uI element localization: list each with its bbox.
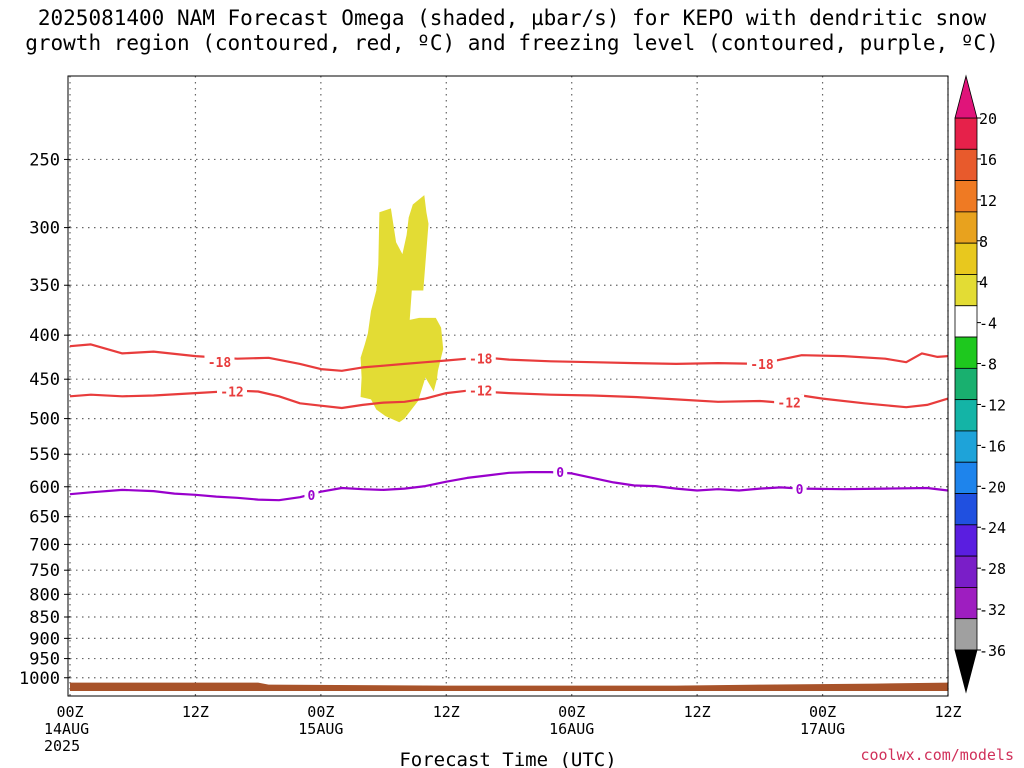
contour-label-background [774,394,805,410]
x-tick-label: 00Z [558,703,585,721]
colorbar-label: -24 [979,519,1006,537]
y-tick-label: 750 [29,561,60,581]
colorbar-band [954,367,978,401]
x-tick-label: 00Z [56,703,83,721]
colorbar-label: -20 [979,478,1006,496]
colorbar-label: 8 [979,233,988,251]
colorbar-band [954,274,978,307]
omega-shading [360,195,444,423]
colorbar-band [954,117,978,150]
contour-label: -12 [220,385,243,400]
colorbar-label: -12 [979,396,1006,414]
colorbar-label: -32 [979,601,1006,619]
contour-label: -18 [469,353,493,368]
y-tick-label: 700 [29,535,60,555]
y-tick-label: 500 [29,410,60,430]
x-tick-label: 2025 [44,737,80,755]
contour-label: -18 [750,358,774,373]
colorbar-label: -8 [979,356,997,374]
omega-shaded-region [360,195,444,423]
colorbar-band [954,524,978,557]
y-tick-label: 900 [29,629,60,649]
colorbar-label: 4 [979,274,988,292]
y-tick-label: 400 [29,326,60,346]
contour-line [69,343,949,372]
y-tick-label: 450 [29,370,60,390]
chart-title-line-2: growth region (contoured, red, ºC) and f… [25,31,999,55]
contour-label-background [553,464,568,480]
y-axis-tick-labels: 2503003504004505005506006507007508008509… [19,150,70,689]
contour-label-background [465,350,496,366]
contour-label: 0 [308,489,316,504]
x-tick-label: 12Z [684,703,711,721]
x-tick-label: 12Z [934,703,961,721]
colorbar-label: -16 [979,437,1006,455]
x-tick-label: 12Z [182,703,209,721]
colorbar-band [954,336,978,369]
colorbar-label: -4 [979,315,997,333]
colorbar-top-arrow [954,74,978,119]
y-tick-label: 550 [29,445,60,465]
colorbar-band [954,399,978,432]
ground-layer [70,682,948,691]
colorbar-band [954,211,978,244]
contour-line [69,471,949,502]
colorbar: 20 16 12 8 4 -4 -8 -12 -16 -20 -24 -28 -32 -36 [954,74,1006,694]
y-tick-label: 650 [29,508,60,528]
y-tick-label: 850 [29,608,60,628]
y-tick-label: 300 [29,219,60,239]
x-tick-label: 00Z [307,703,334,721]
y-tick-label: 800 [29,585,60,605]
source-credit: coolwx.com/models [860,746,1014,764]
colorbar-bottom-arrow [954,649,978,694]
contour-label: -12 [777,397,800,412]
contour-label-background [792,481,807,497]
colorbar-band [954,180,978,213]
colorbar-band [954,555,978,588]
colorbar-band [954,587,978,620]
contour-line [69,389,949,410]
x-tick-label: 15AUG [298,720,343,738]
colorbar-band [954,618,978,651]
x-tick-label: 12Z [433,703,460,721]
contour-label-background [746,355,777,371]
contour-label: 0 [796,483,804,498]
y-tick-label: 350 [29,276,60,296]
y-tick-label: 950 [29,650,60,670]
contour-label: 0 [556,466,564,481]
colorbar-band [954,148,978,181]
colorbar-band [954,430,978,463]
colorbar-label: -36 [979,642,1006,660]
x-tick-label: 14AUG [44,720,89,738]
colorbar-band [954,242,978,275]
plot-frame [67,75,949,697]
contour-label-background [217,383,248,399]
colorbar-label: -28 [979,560,1006,578]
colorbar-band [954,305,978,338]
x-tick-label: 00Z [809,703,836,721]
y-tick-label: 250 [29,150,60,170]
y-tick-label: 1000 [19,669,60,689]
contour-lines: -18 -18 -18 -12 -12 -12 0 0 0 [69,343,949,504]
x-axis-title: Forecast Time (UTC) [399,749,616,768]
colorbar-label: 16 [979,151,997,169]
chart-title: 2025081400 NAM Forecast Omega (shaded, µ… [0,6,1024,56]
contour-label-background [204,354,235,370]
colorbar-band [954,461,978,494]
ground-fill [70,682,948,691]
colorbar-label: 12 [979,192,997,210]
x-tick-label: 17AUG [800,720,845,738]
grid-lines [69,76,949,696]
colorbar-label: 20 [979,110,997,128]
y-tick-label: 600 [29,478,60,498]
contour-label-background [465,382,496,398]
colorbar-band [954,493,978,526]
contour-label: -18 [208,356,232,371]
contour-label-background [304,486,319,502]
x-tick-label: 16AUG [549,720,594,738]
contour-label: -12 [469,385,492,400]
chart-title-line-1: 2025081400 NAM Forecast Omega (shaded, µ… [37,6,987,30]
